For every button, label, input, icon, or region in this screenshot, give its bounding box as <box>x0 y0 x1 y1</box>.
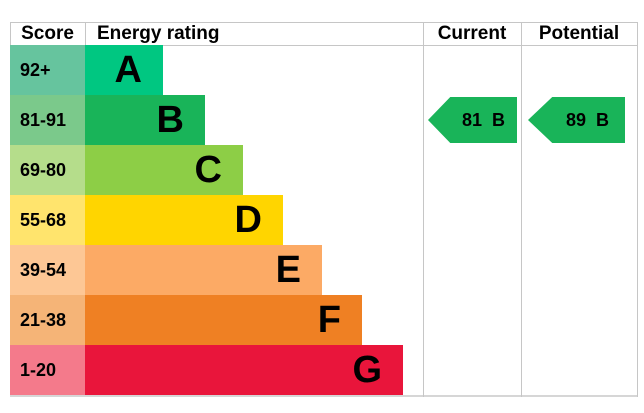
current-column-header: Current <box>437 23 507 44</box>
band-row-d: 55-68 D <box>10 195 630 245</box>
score-column-right-border <box>85 22 86 45</box>
score-column-header: Score <box>21 23 74 44</box>
table-top-border <box>10 22 637 23</box>
current-column-left-border <box>423 22 424 397</box>
band-c-bar: C <box>85 145 243 195</box>
band-f-bar: F <box>85 295 362 345</box>
band-a-score-range: 92+ <box>10 45 85 95</box>
band-row-f: 21-38 F <box>10 295 630 345</box>
band-c-letter: C <box>194 149 222 191</box>
band-g-letter: G <box>352 349 382 391</box>
table-bottom-border <box>10 395 637 397</box>
score-column-left-border <box>10 22 11 45</box>
band-row-a: 92+ A <box>10 45 630 95</box>
potential-column-header: Potential <box>538 23 620 44</box>
band-f-score-range: 21-38 <box>10 295 85 345</box>
potential-column-left-border <box>521 22 522 397</box>
current-rating-band: B <box>492 109 506 130</box>
band-row-c: 69-80 C <box>10 145 630 195</box>
band-row-b: 81-91 B <box>10 95 630 145</box>
band-row-e: 39-54 E <box>10 245 630 295</box>
band-b-letter: B <box>156 99 184 141</box>
band-row-g: 1-20 G <box>10 345 630 395</box>
band-a-letter: A <box>114 49 142 91</box>
current-rating-value: 81 <box>461 109 483 130</box>
band-e-bar: E <box>85 245 322 295</box>
band-a-bar: A <box>85 45 163 95</box>
current-rating-arrow: 81 B <box>428 97 517 143</box>
band-g-score-range: 1-20 <box>10 345 85 395</box>
potential-rating-arrow: 89 B <box>528 97 625 143</box>
band-d-bar: D <box>85 195 283 245</box>
band-d-score-range: 55-68 <box>10 195 85 245</box>
table-right-border <box>637 22 638 397</box>
band-b-score-range: 81-91 <box>10 95 85 145</box>
band-g-bar: G <box>85 345 403 395</box>
potential-rating-band: B <box>596 109 610 130</box>
band-c-score-range: 69-80 <box>10 145 85 195</box>
band-e-letter: E <box>275 249 301 291</box>
potential-rating-value: 89 <box>565 109 587 130</box>
band-b-bar: B <box>85 95 205 145</box>
header-bottom-border <box>10 45 637 46</box>
band-e-score-range: 39-54 <box>10 245 85 295</box>
band-f-letter: F <box>317 299 341 341</box>
band-d-letter: D <box>234 199 262 241</box>
energy-rating-column-header: Energy rating <box>97 23 220 44</box>
